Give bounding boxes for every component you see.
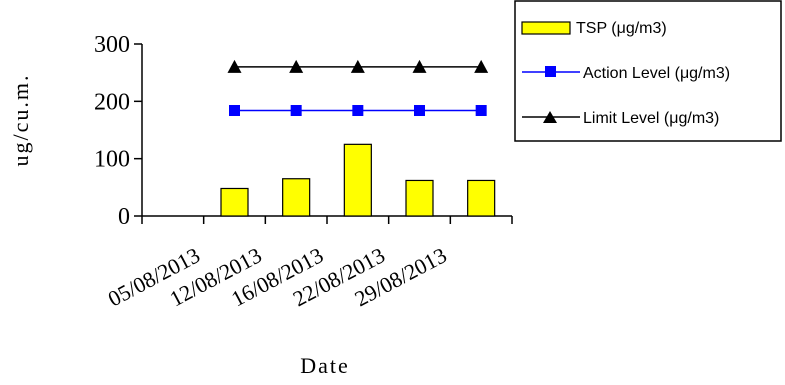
legend-swatch-tsp (521, 21, 571, 35)
bar-tsp (467, 179, 496, 217)
action-level-marker (475, 105, 487, 117)
legend-label-tsp: TSP (μg/m3) (576, 20, 667, 37)
legend-marker-limit (543, 111, 557, 123)
bar-tsp (220, 187, 249, 217)
y-tick-label: 0 (118, 204, 130, 230)
action-level-marker (229, 105, 240, 117)
legend-marker-action (545, 66, 556, 77)
bar-tsp (405, 179, 434, 217)
legend: TSP (μg/m3) Action Level (μg/m3) Limit L… (514, 0, 782, 142)
action-level-marker (414, 105, 425, 117)
bar-tsp (282, 178, 311, 217)
limit-level-marker (350, 59, 365, 73)
bar-tsp (343, 143, 372, 217)
legend-label-limit: Limit Level (μg/m3) (583, 110, 719, 127)
limit-level-marker (227, 59, 242, 73)
y-tick-label: 300 (94, 32, 130, 58)
y-axis-title: ug/cu.m. (8, 74, 33, 167)
limit-level-marker (474, 59, 489, 73)
action-level-marker (290, 105, 302, 117)
legend-label-action: Action Level (μg/m3) (583, 65, 730, 82)
action-level-marker (352, 105, 364, 117)
x-axis-title: Date (300, 353, 350, 378)
limit-level-marker (289, 59, 304, 73)
y-tick-label: 200 (94, 89, 130, 115)
y-tick-label: 100 (94, 147, 130, 173)
limit-level-marker (412, 59, 427, 73)
